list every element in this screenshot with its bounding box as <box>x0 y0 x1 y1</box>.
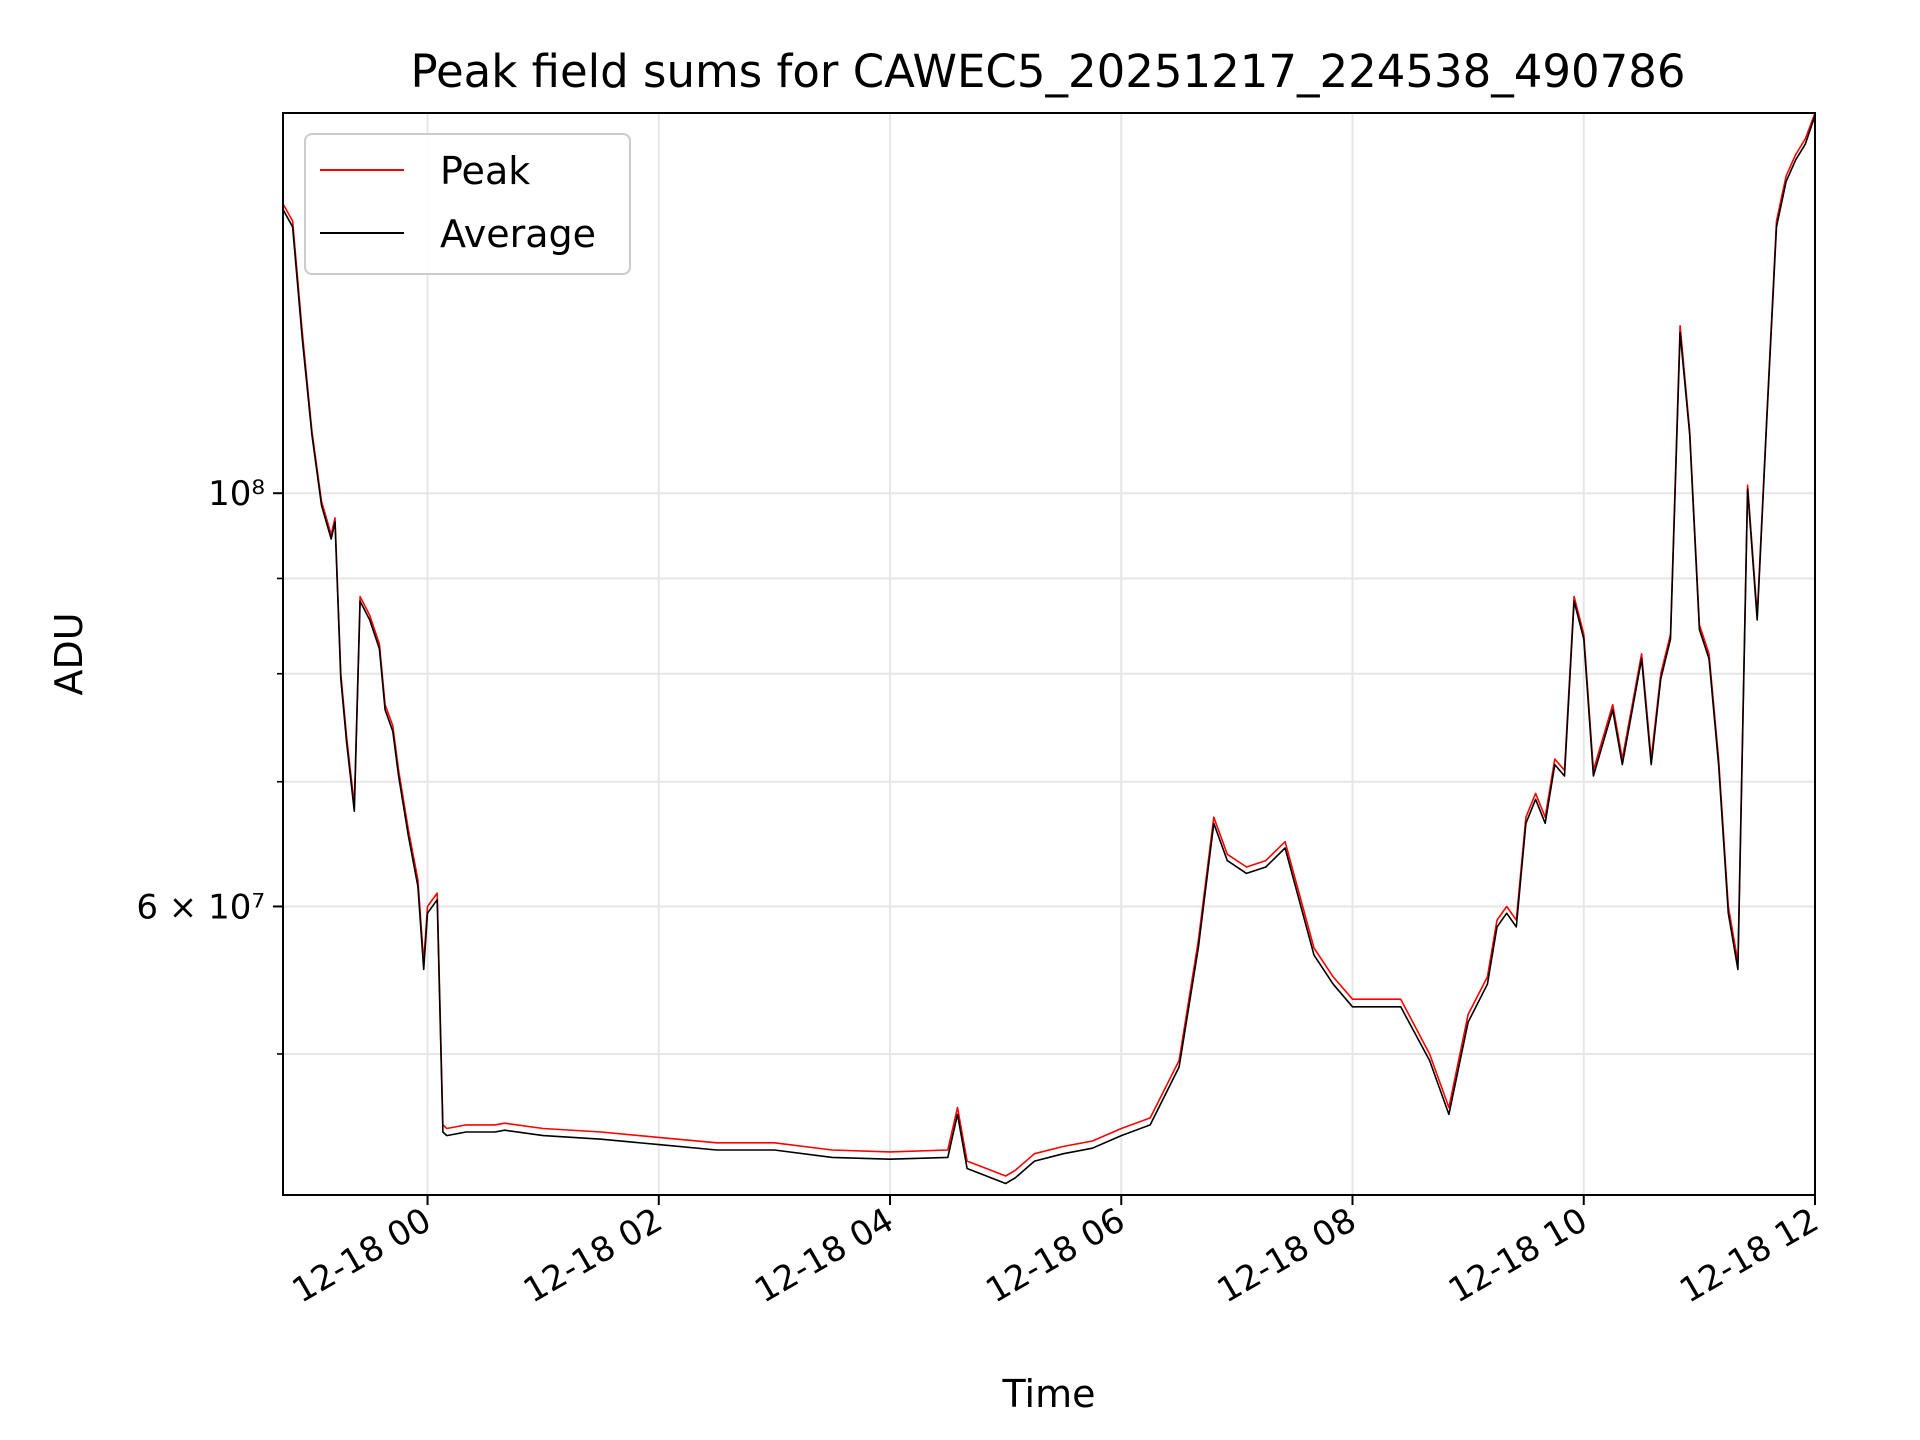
plot-area-frame <box>282 112 1816 1196</box>
series-layer <box>282 112 1816 1185</box>
series-line-average <box>282 115 1816 1185</box>
grid <box>283 113 1816 1195</box>
y-axis-label: ADU <box>47 612 91 695</box>
y-tick-label: 10⁸ <box>208 474 265 514</box>
legend: Peak Average <box>304 133 631 275</box>
x-axis-label: Time <box>1002 1372 1096 1416</box>
legend-label-average: Average <box>440 212 596 256</box>
legend-label-peak: Peak <box>440 149 530 193</box>
y-axis: 6 × 10⁷ 10⁸ <box>136 474 283 1055</box>
y-tick-label: 6 × 10⁷ <box>136 887 265 927</box>
series-line-peak <box>282 112 1816 1177</box>
chart-title: Peak field sums for CAWEC5_20251217_2245… <box>410 45 1685 98</box>
